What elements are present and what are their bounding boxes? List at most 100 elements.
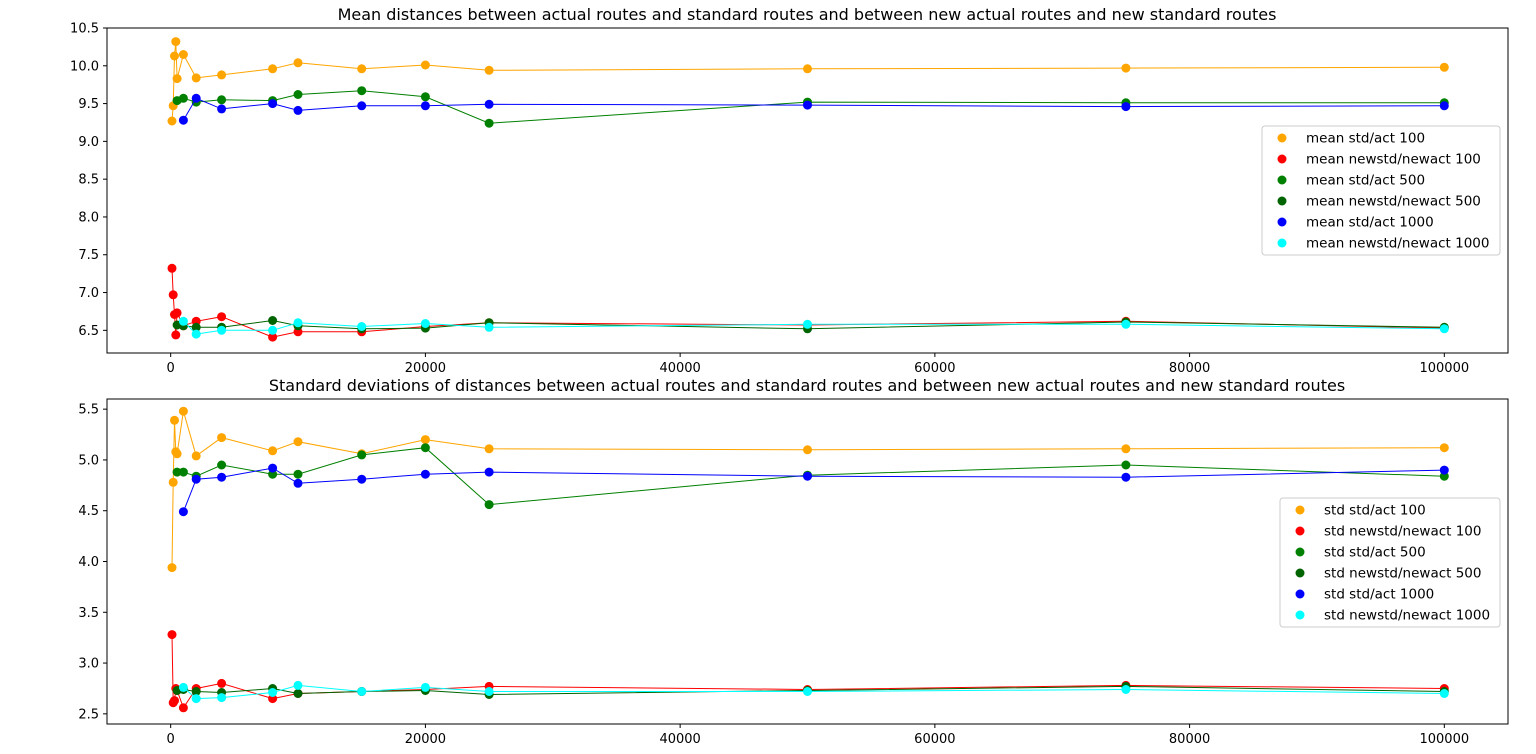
- data-point: [268, 688, 278, 697]
- series-mean-std-act-100: [167, 37, 1449, 126]
- data-point: [178, 115, 188, 125]
- data-point: [170, 51, 179, 61]
- legend-marker: [1277, 196, 1287, 206]
- legend-entry: std std/act 100: [1295, 503, 1426, 519]
- data-point: [268, 64, 278, 74]
- legend-marker: [1277, 133, 1287, 143]
- data-point: [357, 450, 367, 460]
- data-point: [217, 312, 227, 322]
- data-point: [170, 696, 179, 706]
- data-point: [178, 50, 188, 59]
- legend-frame: [1279, 497, 1501, 628]
- data-point: [1121, 319, 1131, 329]
- legend-entry: mean std/act 500: [1277, 173, 1425, 189]
- data-point: [167, 263, 177, 273]
- data-point: [191, 322, 201, 332]
- data-point: [420, 682, 430, 692]
- legend-marker: [1295, 505, 1305, 515]
- y-tick-label: 9.5: [78, 97, 99, 112]
- legend-marker: [1295, 526, 1305, 536]
- data-point: [803, 445, 812, 455]
- legend-entry: std std/act 1000: [1295, 587, 1434, 603]
- mean-distances-chart: Mean distances between actual routes and…: [70, 5, 1509, 376]
- legend-marker: [1277, 238, 1287, 248]
- data-point: [1121, 472, 1131, 482]
- data-point: [268, 463, 278, 473]
- data-point: [484, 687, 494, 696]
- data-point: [217, 460, 227, 470]
- y-tick-label: 5.0: [78, 453, 99, 468]
- x-tick-label: 40000: [659, 732, 700, 747]
- data-point: [420, 101, 430, 111]
- y-axis: 2.5 3.0 3.5 4.0 4.5 5.0 5.5: [78, 403, 107, 722]
- data-point: [357, 687, 367, 696]
- legend-entry: std newstd/newact 500: [1295, 566, 1482, 582]
- legend: std std/act 100 std newstd/newact 100 std …: [1279, 497, 1501, 628]
- data-point: [191, 694, 201, 704]
- data-point: [293, 105, 303, 115]
- data-point: [357, 64, 367, 74]
- data-point: [484, 444, 494, 454]
- data-point: [172, 74, 182, 84]
- y-axis: 6.5 7.0 7.5 8.0 8.5 9.0 9.5 10.0 10.5: [70, 22, 107, 339]
- data-point: [803, 100, 812, 110]
- series-mean-newstd-newact-1000: [178, 316, 1449, 339]
- legend-label: mean std/act 100: [1306, 131, 1425, 147]
- data-point: [178, 93, 188, 103]
- legend-label: std newstd/newact 500: [1324, 566, 1482, 582]
- y-tick-label: 3.0: [78, 657, 99, 672]
- y-tick-label: 8.0: [78, 210, 99, 225]
- data-point: [217, 693, 227, 703]
- data-point: [484, 467, 494, 477]
- axes-frame: [106, 27, 1509, 354]
- legend-label: mean newstd/newact 1000: [1306, 236, 1489, 252]
- legend-marker: [1277, 175, 1287, 185]
- legend-label: std newstd/newact 1000: [1324, 608, 1490, 624]
- data-point: [1439, 443, 1449, 453]
- data-point: [171, 37, 181, 47]
- legend-label: std std/act 500: [1324, 545, 1426, 561]
- x-tick-label: 0: [167, 732, 175, 747]
- chart-title: Standard deviations of distances between…: [269, 376, 1345, 395]
- data-point: [803, 64, 812, 74]
- data-point: [420, 469, 430, 479]
- legend-label: std std/act 1000: [1324, 587, 1434, 603]
- data-point: [172, 308, 182, 318]
- data-point: [484, 65, 494, 75]
- data-point: [803, 687, 812, 696]
- series-std-std-act-1000: [178, 463, 1449, 517]
- data-point: [420, 435, 430, 445]
- y-tick-label: 6.5: [78, 324, 99, 339]
- legend-entry: std newstd/newact 1000: [1295, 608, 1490, 624]
- legend-label: std newstd/newact 100: [1324, 524, 1482, 540]
- x-tick-label: 100000: [1419, 361, 1469, 376]
- legend-entry: mean std/act 1000: [1277, 215, 1434, 231]
- data-point: [191, 93, 201, 103]
- y-tick-label: 7.5: [78, 248, 99, 263]
- data-point: [167, 630, 177, 640]
- data-point: [1439, 62, 1449, 72]
- data-point: [167, 563, 177, 573]
- series-std-newstd-newact-1000: [178, 680, 1449, 704]
- data-point: [217, 678, 227, 688]
- y-tick-label: 10.5: [70, 22, 99, 37]
- y-tick-label: 4.0: [78, 555, 99, 570]
- legend-marker: [1295, 610, 1305, 620]
- legend-frame: [1261, 125, 1501, 256]
- data-point: [803, 471, 812, 481]
- data-point: [293, 318, 303, 328]
- data-point: [191, 474, 201, 484]
- x-axis: 0 20000 40000 60000 80000 100000: [167, 724, 1469, 747]
- data-point: [168, 290, 178, 300]
- data-point: [172, 449, 182, 459]
- data-point: [191, 687, 201, 696]
- data-point: [484, 500, 494, 510]
- y-tick-label: 7.0: [78, 286, 99, 301]
- data-point: [420, 60, 430, 70]
- y-tick-label: 2.5: [78, 707, 99, 722]
- data-point: [178, 682, 188, 692]
- y-tick-label: 5.5: [78, 403, 99, 418]
- data-point: [293, 689, 303, 698]
- data-point: [293, 437, 303, 447]
- data-point: [357, 86, 367, 96]
